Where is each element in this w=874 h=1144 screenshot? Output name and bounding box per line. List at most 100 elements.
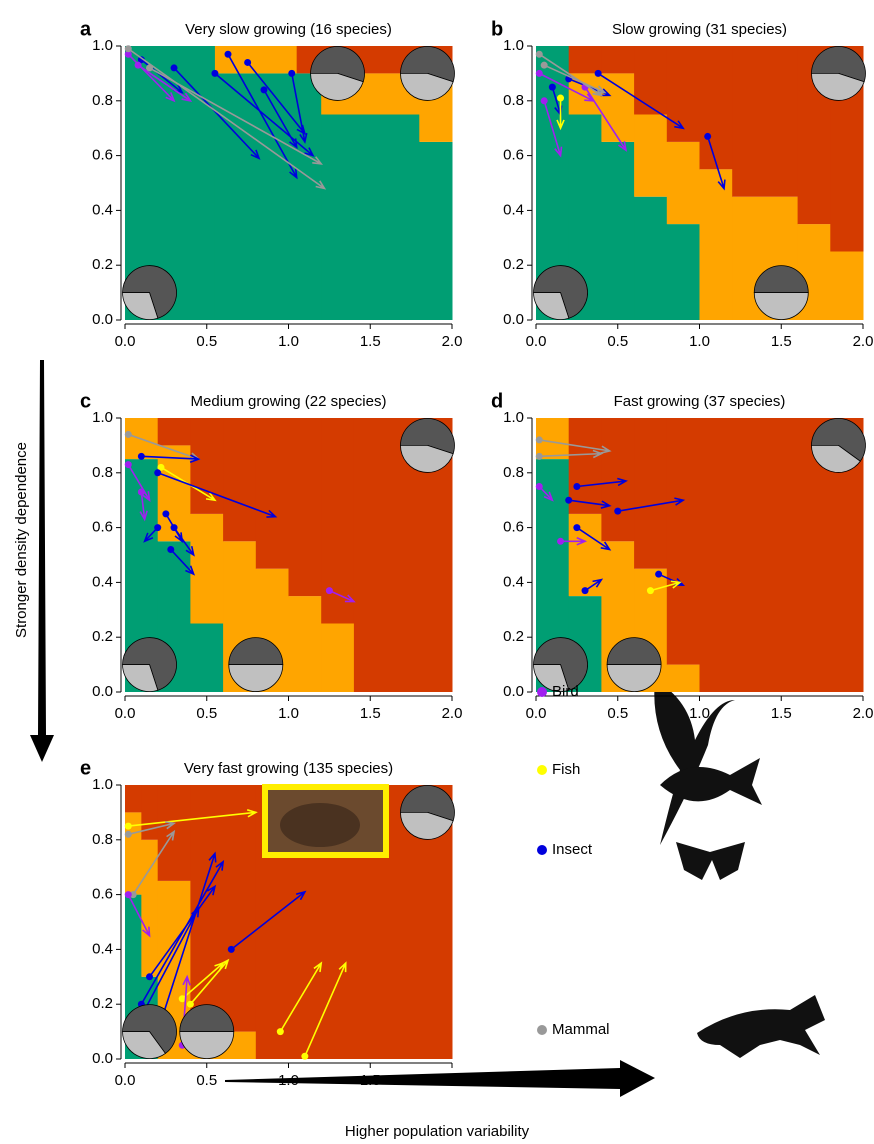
arrow-start bbox=[146, 973, 153, 980]
y-tick-label: 0.0 bbox=[503, 311, 524, 328]
zone-orange bbox=[321, 624, 354, 693]
zone-green bbox=[297, 73, 322, 320]
zone-green bbox=[419, 142, 452, 320]
zone-orange bbox=[700, 169, 733, 320]
zone-green bbox=[215, 73, 297, 320]
y-tick-label: 0.4 bbox=[503, 573, 524, 590]
zone-red bbox=[125, 785, 142, 812]
zone-green bbox=[321, 115, 420, 321]
zone-green bbox=[190, 624, 223, 693]
y-tick-label: 0.8 bbox=[92, 92, 113, 109]
y-tick-label: 1.0 bbox=[92, 409, 113, 426]
legend-label: Mammal bbox=[552, 1021, 610, 1038]
y-tick-label: 0.2 bbox=[503, 628, 524, 645]
zone-red bbox=[321, 418, 354, 624]
arrow-start bbox=[211, 70, 218, 77]
arrow-start bbox=[154, 524, 161, 531]
y-tick-label: 0.4 bbox=[503, 201, 524, 218]
zone-red bbox=[601, 418, 634, 541]
zone-red bbox=[667, 418, 700, 665]
legend-marker bbox=[537, 687, 547, 697]
x-tick-label: 2.0 bbox=[853, 705, 874, 722]
figure: Stronger density dependence Higher popul… bbox=[0, 0, 874, 1144]
beaver-photo-detail bbox=[280, 803, 360, 847]
x-tick-label: 1.5 bbox=[771, 705, 792, 722]
arrow-start bbox=[541, 97, 548, 104]
zone-orange bbox=[667, 665, 700, 692]
x-tick-label: 1.0 bbox=[689, 705, 710, 722]
arrow-start bbox=[125, 891, 132, 898]
y-tick-label: 0.2 bbox=[92, 995, 113, 1012]
y-axis-title: Stronger density dependence bbox=[13, 442, 30, 638]
arrow-start bbox=[162, 510, 169, 517]
panel-label: b bbox=[491, 18, 503, 40]
arrow-start bbox=[146, 64, 153, 71]
x-tick-label: 1.0 bbox=[278, 333, 299, 350]
x-tick-label: 1.5 bbox=[360, 705, 381, 722]
zone-red bbox=[634, 418, 667, 569]
arrow-start bbox=[557, 95, 564, 102]
x-tick-label: 0.5 bbox=[196, 333, 217, 350]
zone-green bbox=[634, 197, 667, 320]
arrow-start bbox=[536, 70, 543, 77]
zone-green bbox=[667, 224, 700, 320]
x-tick-label: 0.0 bbox=[115, 1072, 136, 1089]
y-tick-label: 0.6 bbox=[503, 147, 524, 164]
arrow-start bbox=[225, 51, 232, 58]
legend-marker bbox=[537, 845, 547, 855]
y-tick-label: 0.6 bbox=[92, 519, 113, 536]
y-tick-label: 0.6 bbox=[92, 886, 113, 903]
zone-orange bbox=[634, 115, 667, 197]
zone-red bbox=[569, 418, 602, 514]
y-tick-label: 0.4 bbox=[92, 201, 113, 218]
arrow-start bbox=[647, 587, 654, 594]
fox-icon bbox=[697, 995, 825, 1058]
arrow-start bbox=[536, 51, 543, 58]
icons bbox=[654, 680, 825, 1058]
x-tick-label: 2.0 bbox=[853, 333, 874, 350]
zone-orange bbox=[601, 73, 634, 141]
y-tick-label: 1.0 bbox=[92, 37, 113, 54]
zone-red bbox=[732, 46, 798, 197]
arrow-start bbox=[595, 70, 602, 77]
panel-label: c bbox=[80, 390, 91, 412]
y-tick-label: 0.0 bbox=[503, 683, 524, 700]
y-direction-arrow bbox=[30, 360, 54, 762]
y-tick-label: 0.4 bbox=[92, 940, 113, 957]
panel-title: Slow growing (31 species) bbox=[612, 21, 787, 38]
arrow-start bbox=[244, 59, 251, 66]
x-tick-label: 0.0 bbox=[526, 333, 547, 350]
arrow-start bbox=[326, 587, 333, 594]
arrow-start bbox=[187, 1001, 194, 1008]
y-tick-label: 0.8 bbox=[503, 92, 524, 109]
panel-title: Fast growing (37 species) bbox=[614, 393, 786, 410]
x-tick-label: 0.5 bbox=[196, 705, 217, 722]
arrow-start bbox=[125, 461, 132, 468]
panel-title: Very fast growing (135 species) bbox=[184, 760, 393, 777]
legend-marker bbox=[537, 765, 547, 775]
x-tick-label: 1.0 bbox=[278, 1072, 299, 1089]
x-tick-label: 1.5 bbox=[771, 333, 792, 350]
zone-red bbox=[601, 46, 634, 73]
arrow-start bbox=[573, 524, 580, 531]
zone-red bbox=[141, 785, 158, 840]
y-tick-label: 1.0 bbox=[503, 409, 524, 426]
arrow-start bbox=[154, 469, 161, 476]
x-tick-label: 0.0 bbox=[115, 333, 136, 350]
arrow-start bbox=[704, 133, 711, 140]
x-tick-label: 2.0 bbox=[442, 705, 463, 722]
zone-red bbox=[158, 418, 191, 445]
zone-red bbox=[223, 418, 256, 541]
x-tick-label: 0.5 bbox=[607, 333, 628, 350]
arrow-start bbox=[260, 86, 267, 93]
arrow-start bbox=[277, 1028, 284, 1035]
y-tick-label: 1.0 bbox=[92, 776, 113, 793]
legend-label: Fish bbox=[552, 761, 580, 778]
zone-red bbox=[700, 46, 733, 169]
arrow-start bbox=[541, 62, 548, 69]
legend-label: Bird bbox=[552, 683, 579, 700]
zone-orange bbox=[667, 142, 700, 224]
